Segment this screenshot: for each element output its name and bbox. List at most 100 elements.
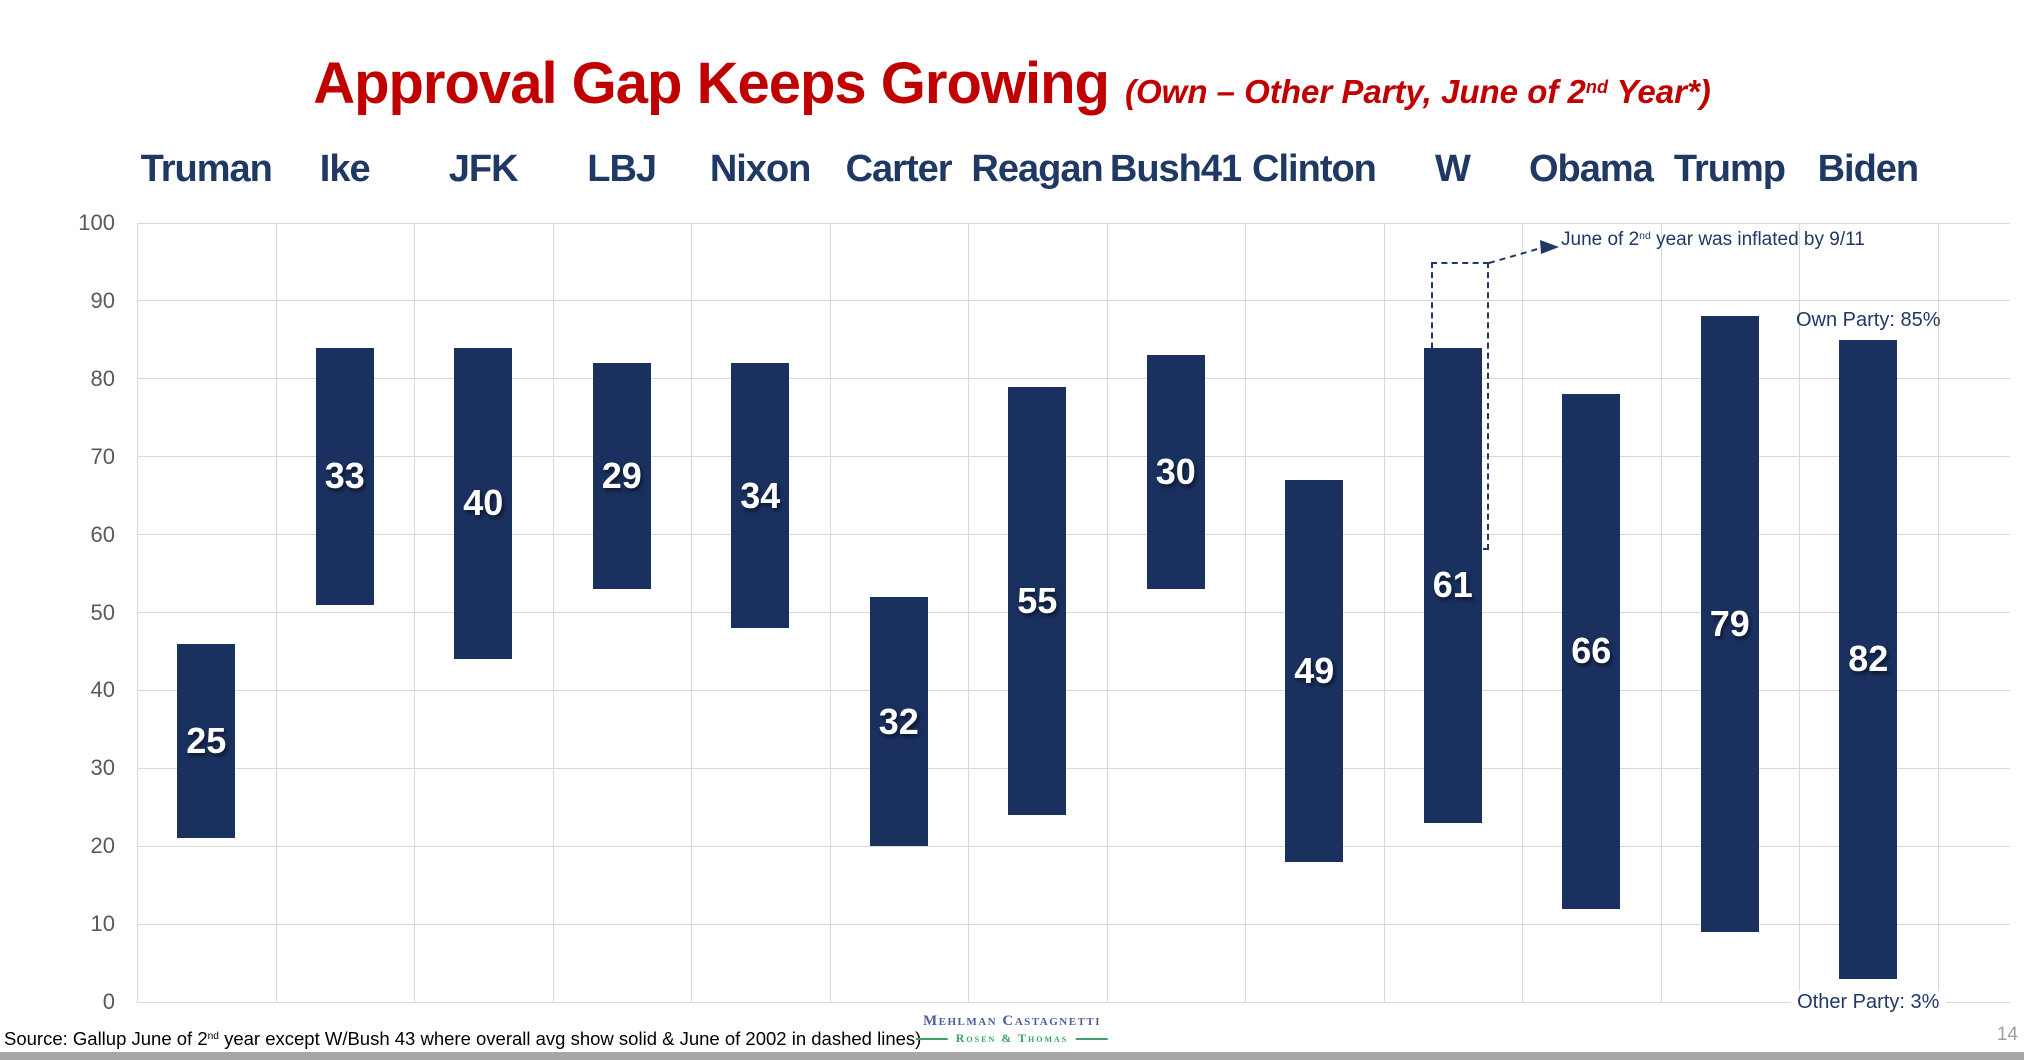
y-axis-tick-90: 90 bbox=[90, 287, 115, 313]
bar-gap-label-clinton: 49 bbox=[1294, 649, 1335, 691]
y-axis-tick-40: 40 bbox=[90, 677, 115, 703]
gridline-horizontal-30 bbox=[137, 767, 2010, 769]
logo-dash-right bbox=[1076, 1037, 1109, 1040]
president-label-clinton: Clinton bbox=[1252, 148, 1377, 190]
gridline-horizontal-90 bbox=[137, 300, 2010, 302]
president-label-bush41: Bush41 bbox=[1109, 148, 1242, 190]
logo-line1: Mehlman Castagnetti bbox=[922, 1013, 1102, 1029]
bar-carter: 32 bbox=[869, 596, 928, 847]
bar-gap-label-reagan: 55 bbox=[1017, 579, 1058, 621]
gridline-vertical-13 bbox=[1937, 223, 1939, 1002]
source-text: Source: Gallup June of 2 bbox=[4, 1028, 208, 1049]
gridline-vertical-1 bbox=[275, 223, 277, 1002]
gridline-vertical-2 bbox=[414, 223, 415, 1002]
gridline-horizontal-80 bbox=[137, 378, 2010, 380]
y-axis-tick-60: 60 bbox=[90, 521, 115, 547]
annotation-9-11-superscript: nd bbox=[1639, 231, 1651, 243]
source-note: Source: Gallup June of 2nd year except W… bbox=[4, 1028, 921, 1050]
president-label-reagan: Reagan bbox=[971, 148, 1103, 190]
bar-gap-label-trump: 79 bbox=[1709, 603, 1750, 645]
president-label-trump: Trump bbox=[1673, 148, 1786, 190]
y-axis-tick-100: 100 bbox=[78, 210, 115, 235]
bar-w: 61 bbox=[1423, 347, 1482, 823]
gridline-horizontal-60 bbox=[137, 534, 2010, 536]
subtitle-text-end: Year*) bbox=[1608, 73, 1711, 110]
other-party-label: Other Party: 3% bbox=[1791, 990, 1946, 1014]
y-axis-tick-30: 30 bbox=[90, 755, 115, 781]
president-label-biden: Biden bbox=[1817, 148, 1920, 190]
gridline-horizontal-40 bbox=[137, 689, 2010, 691]
own-party-label: Own Party: 85% bbox=[1795, 308, 1941, 331]
gridline-vertical-6 bbox=[968, 223, 969, 1002]
y-axis-tick-70: 70 bbox=[90, 443, 115, 469]
gridline-vertical-4 bbox=[691, 223, 692, 1002]
company-logo: Mehlman Castagnetti Rosen & Thomas bbox=[915, 1013, 1109, 1046]
bar-gap-label-carter: 32 bbox=[878, 700, 919, 742]
bar-gap-label-w: 61 bbox=[1432, 564, 1473, 606]
president-labels-row: Truman Ike JFK LBJ Nixon Carter Reagan Bush41 Cl… bbox=[137, 148, 1937, 194]
source-superscript: nd bbox=[207, 1031, 219, 1043]
bar-gap-label-lbj: 29 bbox=[601, 455, 642, 497]
bar-gap-label-biden: 82 bbox=[1848, 638, 1889, 680]
gridline-vertical-8 bbox=[1245, 223, 1246, 1002]
gridline-horizontal-10 bbox=[137, 923, 2010, 925]
y-axis-tick-10: 10 bbox=[90, 911, 115, 937]
annotation-9-11: June of 2nd year was inflated by 9/11 bbox=[1561, 229, 1865, 251]
annotation-9-11-text-end: year was inflated by 9/11 bbox=[1650, 229, 1865, 250]
president-label-nixon: Nixon bbox=[709, 148, 812, 190]
president-label-ike: Ike bbox=[319, 148, 371, 190]
president-label-lbj: LBJ bbox=[587, 148, 657, 190]
gridline-horizontal-70 bbox=[137, 456, 2010, 458]
logo-line2-row: Rosen & Thomas bbox=[915, 1031, 1109, 1046]
gridline-vertical-0 bbox=[137, 223, 138, 1002]
bar-trump: 79 bbox=[1700, 316, 1759, 932]
bar-gap-label-obama: 66 bbox=[1571, 630, 1612, 672]
chart-plot-area: June of 2nd year was inflated by 9/11 0 1… bbox=[78, 210, 2010, 1014]
bar-lbj: 29 bbox=[592, 363, 651, 590]
bar-obama: 66 bbox=[1562, 394, 1621, 909]
bar-gap-label-jfk: 40 bbox=[463, 482, 504, 524]
gridline-horizontal-0 bbox=[137, 1001, 2010, 1003]
bar-ike: 33 bbox=[315, 347, 374, 605]
bar-jfk: 40 bbox=[454, 347, 513, 660]
gridline-vertical-10 bbox=[1522, 223, 1523, 1002]
title-main: Approval Gap Keeps Growing bbox=[313, 51, 1110, 116]
dashed-arrow-icon bbox=[1488, 240, 1559, 264]
gridline-vertical-3 bbox=[552, 223, 554, 1002]
bar-gap-label-ike: 33 bbox=[324, 455, 365, 497]
bar-nixon: 34 bbox=[731, 363, 790, 629]
gridline-vertical-9 bbox=[1383, 223, 1385, 1002]
logo-dash-left bbox=[915, 1037, 948, 1040]
subtitle-superscript: nd bbox=[1585, 77, 1609, 98]
president-label-carter: Carter bbox=[845, 148, 953, 190]
bar-clinton: 49 bbox=[1285, 480, 1344, 862]
bar-reagan: 55 bbox=[1008, 386, 1067, 816]
bottom-gray-bar bbox=[0, 1052, 2024, 1060]
subtitle-text: (Own – Other Party, June of 2 bbox=[1125, 73, 1586, 110]
y-axis-tick-50: 50 bbox=[90, 599, 115, 625]
gridline-horizontal-50 bbox=[137, 612, 2010, 613]
gridline-vertical-5 bbox=[829, 223, 831, 1002]
slide-title: Approval Gap Keeps Growing (Own – Other P… bbox=[0, 50, 2024, 117]
gridline-vertical-7 bbox=[1106, 223, 1108, 1002]
bar-gap-label-nixon: 34 bbox=[740, 474, 781, 516]
president-label-obama: Obama bbox=[1529, 148, 1654, 190]
y-axis-tick-20: 20 bbox=[90, 833, 115, 859]
gridline-horizontal-20 bbox=[137, 845, 2010, 847]
bar-truman: 25 bbox=[177, 643, 236, 839]
bar-bush41: 30 bbox=[1146, 355, 1205, 590]
logo-line2: Rosen & Thomas bbox=[955, 1031, 1069, 1045]
bar-gap-label-truman: 25 bbox=[186, 720, 227, 762]
gridline-vertical-12 bbox=[1799, 223, 1800, 1002]
gridline-horizontal-100 bbox=[137, 222, 2010, 224]
gridline-vertical-11 bbox=[1660, 223, 1662, 1002]
president-label-truman: Truman bbox=[140, 148, 273, 190]
y-axis-tick-80: 80 bbox=[90, 365, 115, 391]
bar-gap-label-bush41: 30 bbox=[1155, 451, 1196, 493]
title-subtitle: (Own – Other Party, June of 2nd Year*) bbox=[1125, 73, 1711, 110]
y-axis-tick-0: 0 bbox=[102, 989, 115, 1014]
president-label-jfk: JFK bbox=[448, 148, 519, 190]
president-label-w: W bbox=[1435, 148, 1471, 190]
bar-biden: 82 bbox=[1839, 339, 1898, 979]
